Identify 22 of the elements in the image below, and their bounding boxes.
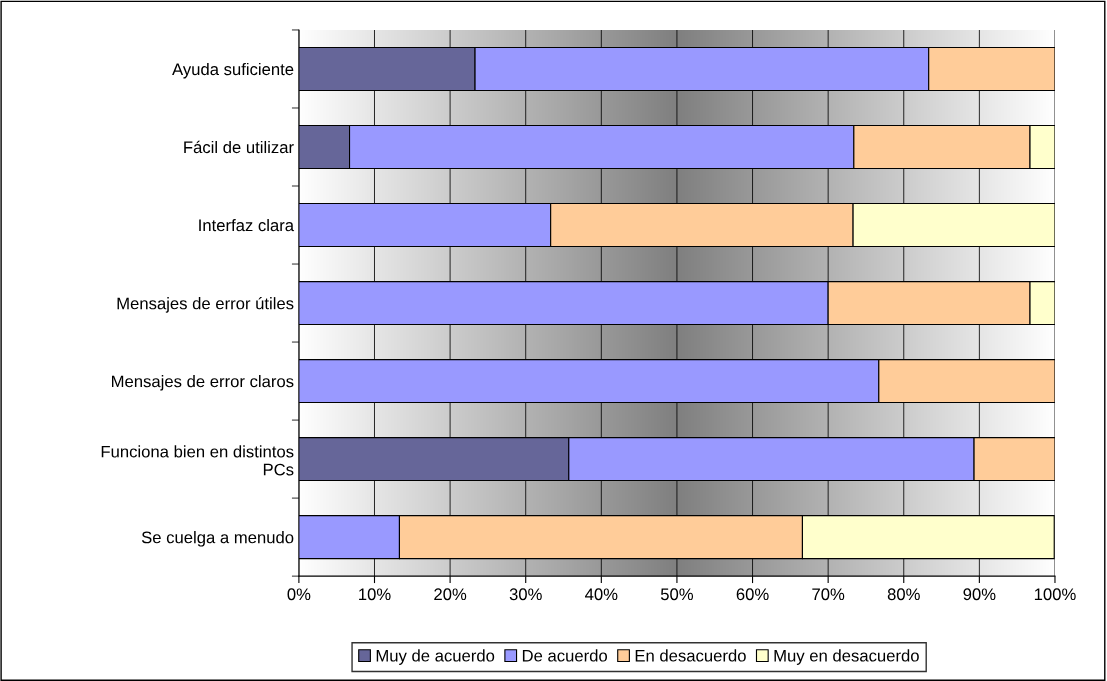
y-tick-label: Funciona bien en distintos PCs [101,445,294,476]
x-tick-label: 90% [963,588,996,601]
legend-label: Muy de acuerdo [376,649,495,665]
x-tick-label: 70% [812,588,845,601]
y-tick-label: Se cuelga a menudo [141,531,294,547]
x-tick-label: 30% [509,588,542,601]
x-tick-label: 0% [287,588,311,601]
legend-label: Muy en desacuerdo [774,649,919,665]
x-tick-label: 50% [660,588,694,601]
x-tick-label: 40% [585,588,618,601]
x-tick-label: 60% [736,588,769,601]
legend-label: En desacuerdo [635,649,746,662]
y-tick-label: Interfaz clara [199,218,295,232]
x-tick-label: 80% [887,588,920,601]
x-tick-label: 100% [1034,588,1076,601]
x-tick-label: 20% [434,588,467,601]
y-tick-label: Mensajes de error claros [112,375,294,391]
y-tick-label: Fácil de utilizar [184,140,294,154]
x-tick-label: 10% [359,588,391,601]
legend-label: De acuerdo [522,649,608,662]
y-tick-label: Ayuda suficiente [172,62,294,79]
y-tick-label: Mensajes de error útiles [117,296,294,313]
